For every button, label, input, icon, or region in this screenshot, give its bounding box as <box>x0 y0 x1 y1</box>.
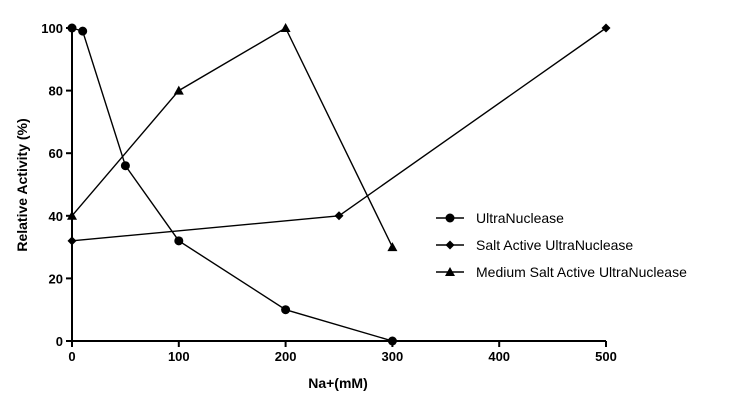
series <box>67 23 611 346</box>
series-ultranuclease <box>67 23 397 346</box>
legend-label: Medium Salt Active UltraNuclease <box>476 264 687 280</box>
legend-label: Salt Active UltraNuclease <box>476 237 633 253</box>
axes <box>71 26 606 342</box>
legend-marker <box>445 267 455 276</box>
x-tick-label: 300 <box>382 349 404 364</box>
y-axis-title: Relative Activity (%) <box>14 118 30 251</box>
legend-item-salt-active-ultranuclease: Salt Active UltraNuclease <box>436 237 633 253</box>
x-tick-label: 0 <box>68 349 75 364</box>
legend-item-ultranuclease: UltraNuclease <box>436 210 564 226</box>
x-tick-label: 500 <box>595 349 617 364</box>
data-point-ultranuclease <box>174 236 184 246</box>
data-point-medium-salt-active-ultranuclease <box>173 85 184 95</box>
ticks: 0 20 40 60 80 100 0 100 200 300 400 500 <box>41 21 617 364</box>
y-tick-label: 100 <box>41 21 63 36</box>
series-line-salt-active-ultranuclease <box>71 27 607 242</box>
data-point-ultranuclease <box>120 161 130 171</box>
data-point-ultranuclease <box>67 23 77 33</box>
series-line-ultranuclease <box>71 27 393 342</box>
data-point-salt-active-ultranuclease <box>601 23 611 33</box>
x-axis-title: Na+(mM) <box>308 375 368 391</box>
y-tick-label: 20 <box>49 271 63 286</box>
legend: UltraNuclease Salt Active UltraNuclease Me… <box>436 210 687 280</box>
legend-marker <box>445 240 455 250</box>
y-tick-label: 60 <box>49 146 63 161</box>
data-point-ultranuclease <box>78 26 88 36</box>
y-tick-label: 80 <box>49 84 63 99</box>
data-point-medium-salt-active-ultranuclease <box>280 23 291 32</box>
data-point-salt-active-ultranuclease <box>67 236 77 246</box>
y-tick-label: 0 <box>56 334 63 349</box>
legend-label: UltraNuclease <box>476 210 564 226</box>
data-point-ultranuclease <box>281 305 291 315</box>
x-tick-label: 400 <box>488 349 510 364</box>
x-tick-label: 200 <box>275 349 297 364</box>
series-medium-salt-active-ultranuclease <box>67 23 398 252</box>
series-salt-active-ultranuclease <box>67 23 611 246</box>
data-point-medium-salt-active-ultranuclease <box>387 242 398 252</box>
data-point-ultranuclease <box>387 336 397 346</box>
x-tick-label: 100 <box>168 349 190 364</box>
data-point-medium-salt-active-ultranuclease <box>67 210 77 220</box>
legend-item-medium-salt-active-ultranuclease: Medium Salt Active UltraNuclease <box>436 264 687 280</box>
y-tick-label: 40 <box>49 209 63 224</box>
series-line-medium-salt-active-ultranuclease <box>71 27 394 248</box>
data-point-salt-active-ultranuclease <box>334 211 344 221</box>
legend-marker <box>445 213 455 223</box>
